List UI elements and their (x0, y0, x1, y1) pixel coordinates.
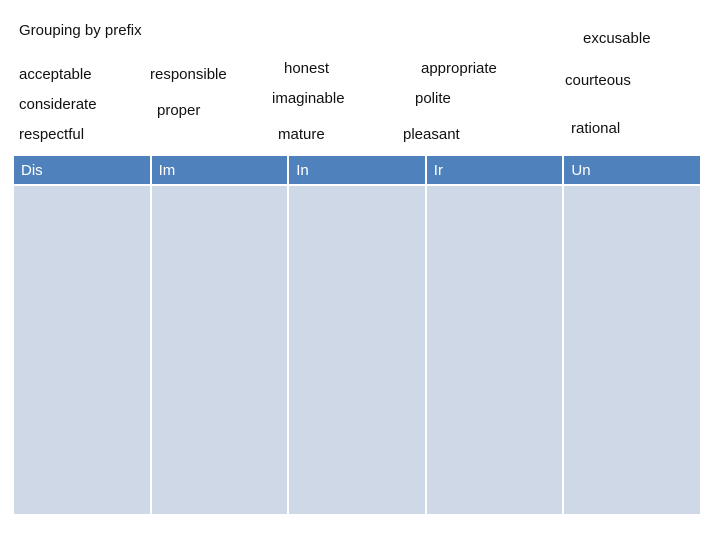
word-respectful: respectful (19, 126, 85, 143)
cell-in[interactable] (287, 184, 427, 516)
cell-ir[interactable] (424, 184, 565, 516)
header-in: In (287, 156, 427, 186)
word-considerate: considerate (19, 96, 97, 113)
word-honest: honest (284, 60, 330, 77)
word-pleasant: pleasant (403, 126, 460, 143)
cell-dis[interactable] (12, 184, 152, 516)
header-dis: Dis (12, 156, 152, 186)
word-appropriate: appropriate (421, 60, 497, 77)
word-acceptable: acceptable (19, 66, 92, 83)
prefix-header-row: Dis Im In Ir Un (12, 156, 702, 186)
header-ir: Ir (424, 156, 565, 186)
cell-im[interactable] (149, 184, 290, 516)
word-excusable: excusable (583, 30, 651, 47)
header-un: Un (562, 156, 702, 186)
prefix-table: Dis Im In Ir Un (12, 156, 702, 516)
page-title: Grouping by prefix (19, 22, 142, 39)
word-proper: proper (157, 102, 201, 119)
header-im: Im (149, 156, 290, 186)
cell-un[interactable] (562, 184, 702, 516)
word-responsible: responsible (150, 66, 227, 83)
word-courteous: courteous (565, 72, 631, 89)
word-rational: rational (571, 120, 621, 137)
prefix-body-row (12, 184, 702, 516)
word-polite: polite (415, 90, 451, 107)
word-mature: mature (278, 126, 325, 143)
word-imaginable: imaginable (272, 90, 345, 107)
